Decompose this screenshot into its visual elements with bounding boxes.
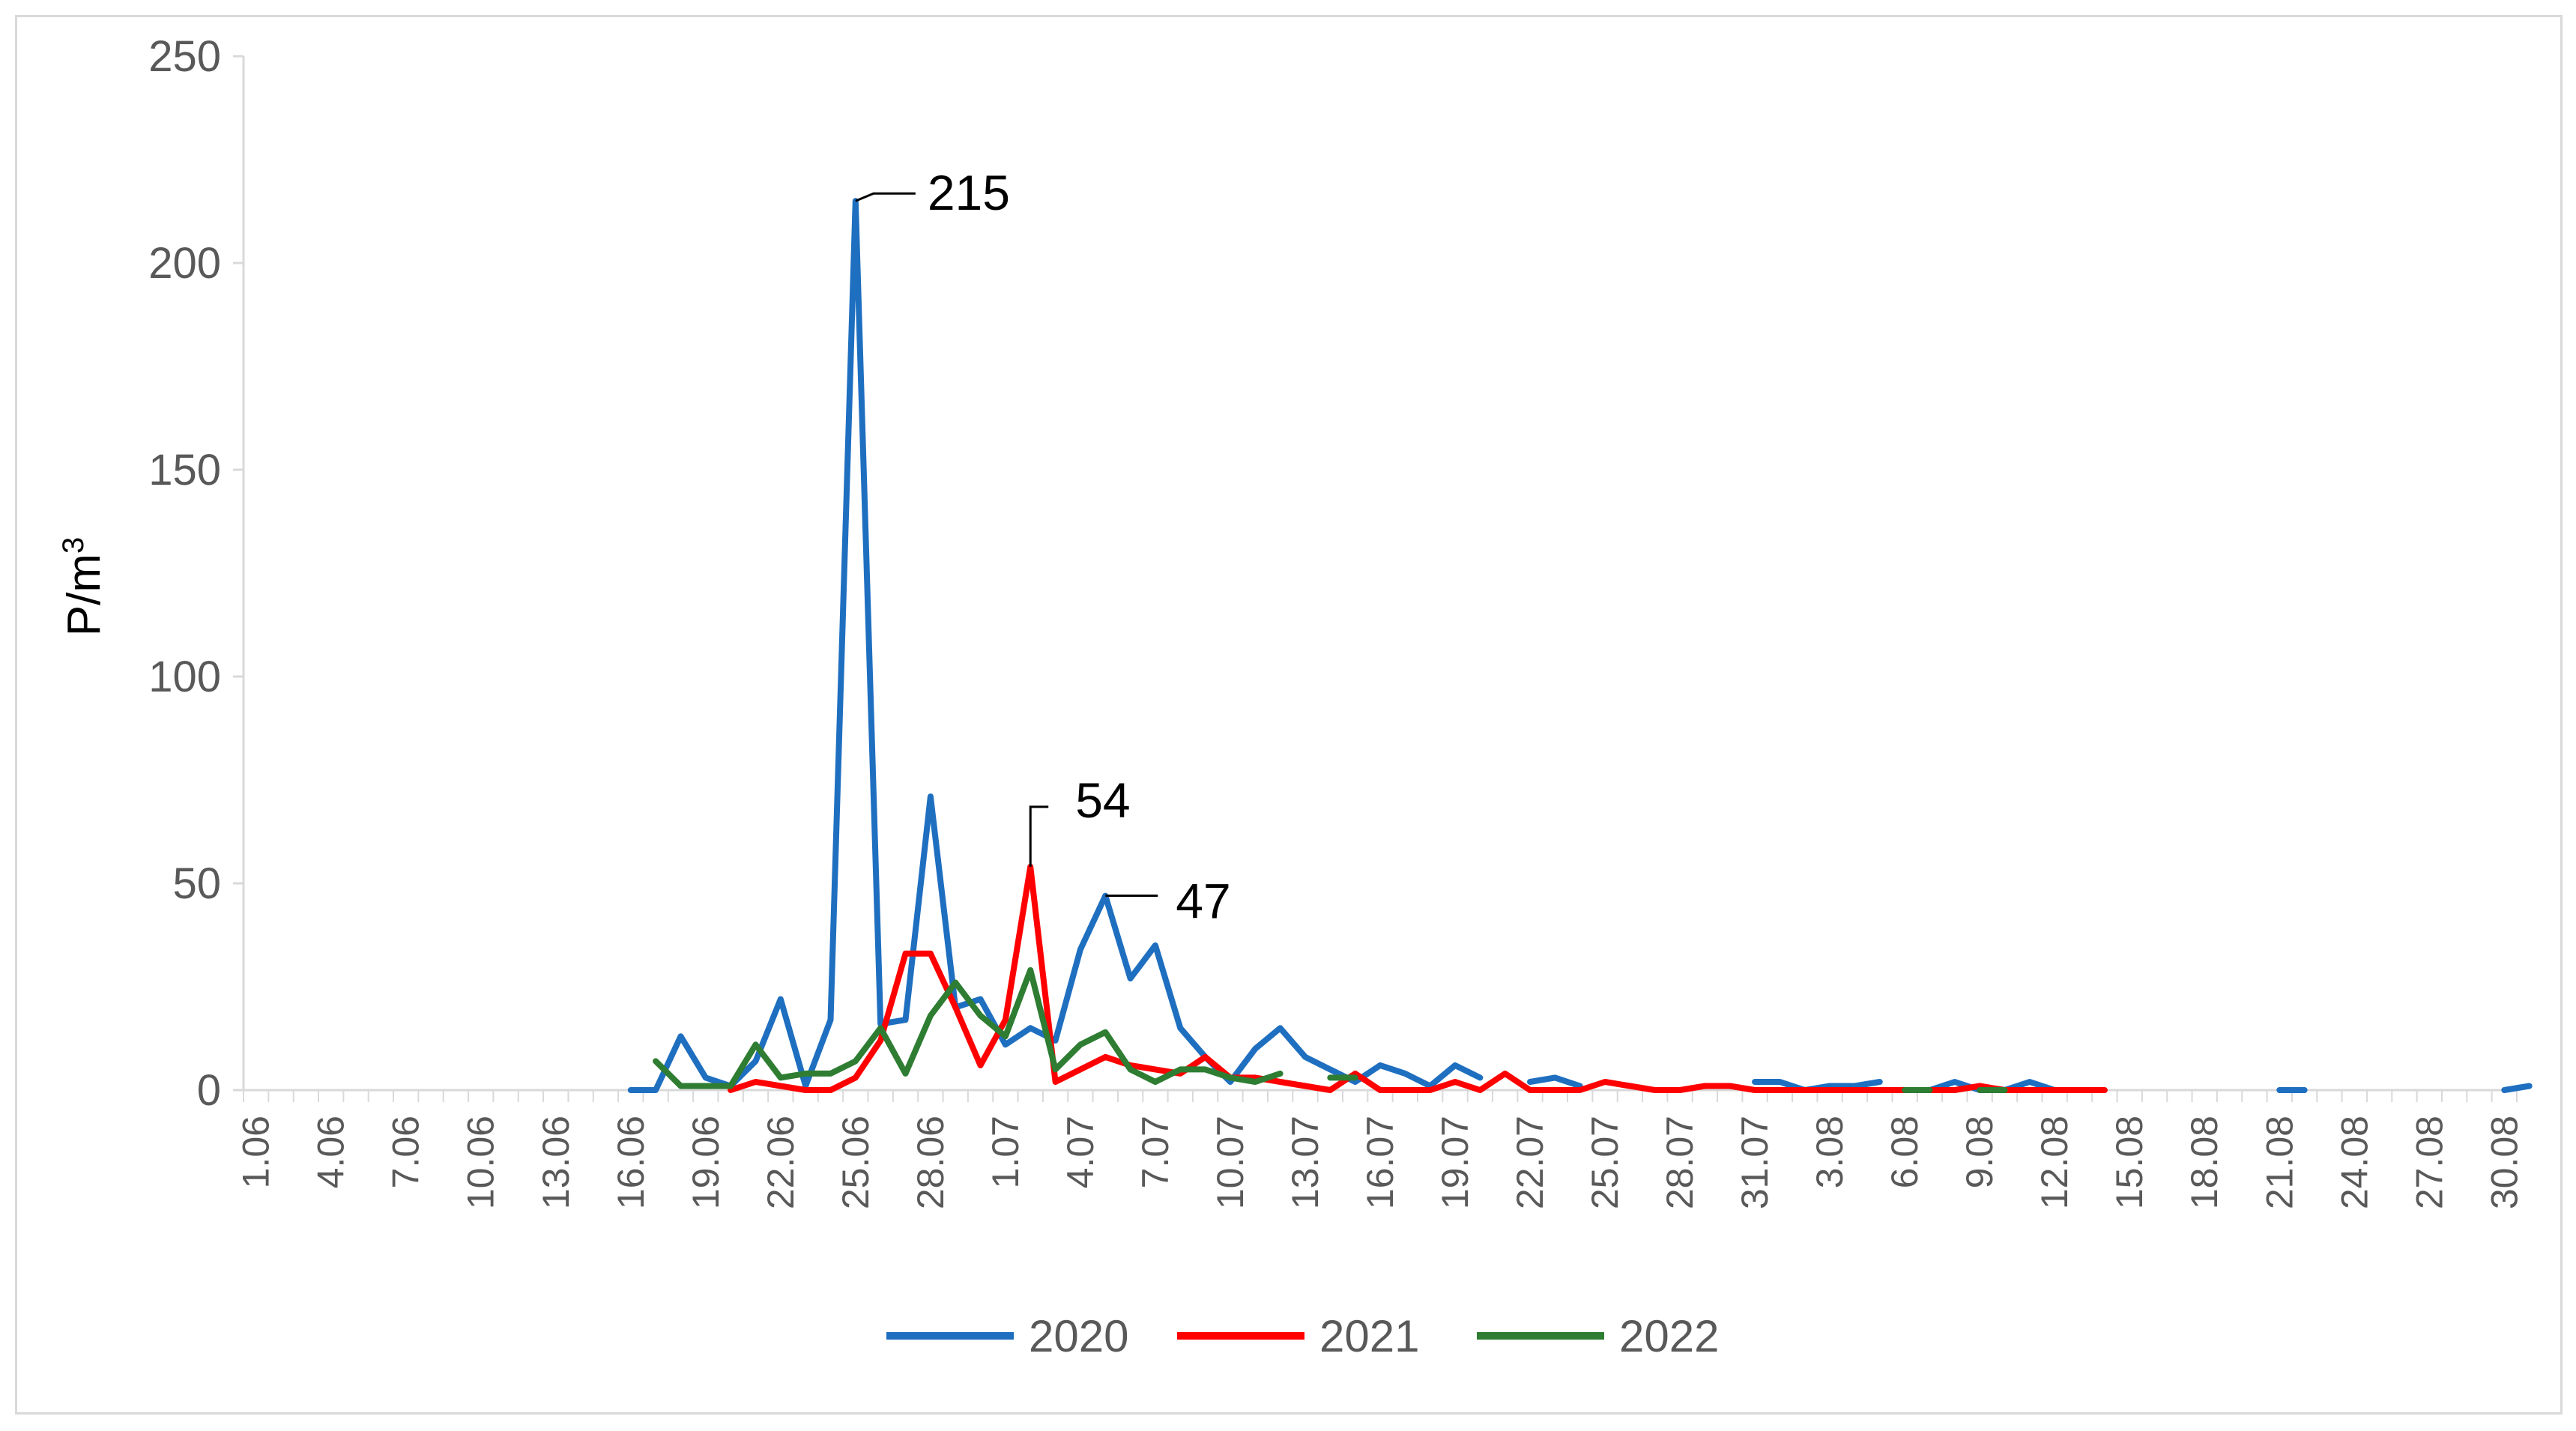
series-2021: [728, 863, 2108, 1093]
annotation-54: 54: [1029, 772, 1131, 867]
y-tick-label: 150: [148, 446, 221, 494]
x-tick-label: 13.07: [1284, 1116, 1326, 1209]
x-tick-label: 19.07: [1434, 1116, 1476, 1209]
annotation-47: 47: [1105, 874, 1231, 929]
y-tick-label: 100: [148, 653, 221, 701]
y-tick-label: 0: [197, 1066, 221, 1115]
x-tick-label: 1.07: [985, 1116, 1027, 1188]
annotation-label: 47: [1176, 874, 1230, 929]
line-chart: 0 50 100 150 200 250 1.06 4.06 7.06 10.06 13.06 16…: [57, 32, 2533, 1361]
x-tick-label: 25.06: [835, 1116, 877, 1209]
x-tick-label: 25.07: [1584, 1116, 1626, 1209]
series-line-segment: [2501, 1083, 2533, 1093]
x-tick-label: 9.08: [1959, 1116, 2001, 1188]
legend: 2020 2021 2022: [886, 1311, 1719, 1361]
x-tick-label: 24.08: [2333, 1116, 2375, 1209]
x-tick-label: 30.08: [2483, 1116, 2525, 1209]
x-tick-label: 10.07: [1209, 1116, 1251, 1209]
annotation-label: 54: [1075, 772, 1130, 828]
x-tick-label: 28.06: [910, 1116, 952, 1209]
annotation-leader: [855, 192, 916, 202]
legend-item-2022: 2022: [1477, 1311, 1719, 1361]
series-lines: [627, 198, 2533, 1093]
x-tick-label: 1.06: [235, 1116, 277, 1188]
annotation-215: 215: [855, 165, 1010, 220]
annotation-leader: [1029, 805, 1049, 867]
series-2022: [653, 966, 2008, 1093]
y-tick-label: 200: [148, 239, 221, 288]
series-line-segment: [653, 966, 1284, 1089]
x-tick-label: 13.06: [535, 1116, 577, 1209]
x-tick-label: 31.07: [1734, 1116, 1776, 1209]
legend-label: 2020: [1029, 1311, 1128, 1361]
y-tick-label: 250: [148, 32, 221, 81]
x-tick-label: 7.07: [1134, 1116, 1176, 1188]
legend-label: 2022: [1619, 1311, 1719, 1361]
legend-item-2021: 2021: [1177, 1311, 1419, 1361]
series-line-segment: [627, 198, 1484, 1093]
x-tick-label: 16.07: [1359, 1116, 1401, 1209]
annotation-label: 215: [928, 165, 1010, 220]
y-axis: 0 50 100 150 200 250: [148, 32, 245, 1115]
x-tick-label: 12.08: [2034, 1116, 2075, 1209]
x-tick-label: 22.06: [760, 1116, 802, 1209]
annotations: 215 54 47: [855, 165, 1231, 929]
x-tick-label: 7.06: [385, 1116, 427, 1188]
x-tick-label: 28.07: [1659, 1116, 1701, 1209]
x-axis: 1.06 4.06 7.06 10.06 13.06 16.06 19.06 22.06 25.…: [235, 1089, 2525, 1209]
x-tick-label: 10.06: [460, 1116, 502, 1209]
legend-item-2020: 2020: [886, 1311, 1128, 1361]
series-line-segment: [728, 863, 2108, 1093]
x-tick-label: 4.07: [1059, 1116, 1101, 1188]
series-2020: [627, 198, 2533, 1093]
x-tick-label: 16.06: [610, 1116, 652, 1209]
x-tick-label: 3.08: [1809, 1116, 1851, 1188]
x-tick-label: 27.08: [2408, 1116, 2450, 1209]
x-tick-label: 6.08: [1884, 1116, 1926, 1188]
x-tick-label: 4.06: [310, 1116, 352, 1188]
legend-label: 2021: [1319, 1311, 1419, 1361]
y-axis-label: P/m3: [57, 537, 110, 636]
y-tick-label: 50: [172, 859, 221, 908]
x-tick-label: 22.07: [1509, 1116, 1551, 1209]
x-tick-label: 15.08: [2108, 1116, 2150, 1209]
series-line-segment: [1527, 1074, 1583, 1089]
x-tick-label: 21.08: [2258, 1116, 2300, 1209]
x-tick-label: 19.06: [685, 1116, 727, 1209]
x-tick-label: 18.08: [2183, 1116, 2225, 1209]
chart-frame: 0 50 100 150 200 250 1.06 4.06 7.06 10.06 13.06 16…: [15, 15, 2563, 1415]
